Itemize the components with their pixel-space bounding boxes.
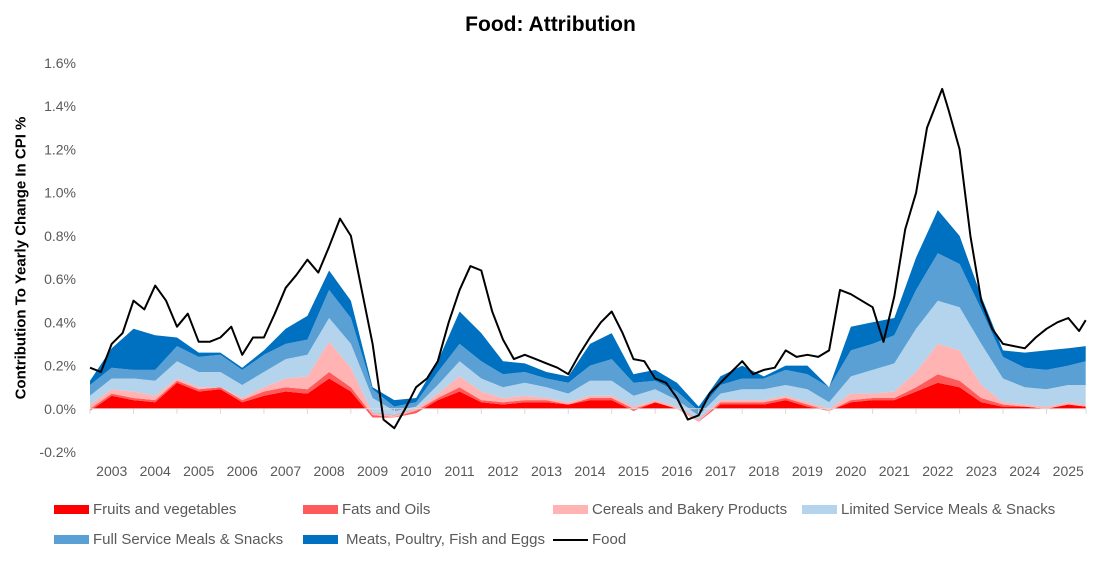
y-tick-label: 0.6% xyxy=(44,271,76,287)
area-series-2 xyxy=(90,341,1086,422)
area-series-3 xyxy=(90,300,1086,420)
legend-swatch xyxy=(553,505,588,514)
y-tick-label: 1.0% xyxy=(44,185,76,201)
y-tick-label: 0.8% xyxy=(44,228,76,244)
y-tick-label: 0.2% xyxy=(44,358,76,374)
x-tick-label: 2016 xyxy=(661,463,692,479)
y-tick-label: 1.2% xyxy=(44,141,76,157)
x-tick-label: 2006 xyxy=(227,463,258,479)
x-tick-label: 2014 xyxy=(574,463,605,479)
legend-label: Food xyxy=(592,531,627,548)
x-tick-label: 2025 xyxy=(1053,463,1084,479)
x-tick-label: 2022 xyxy=(922,463,953,479)
x-tick-label: 2021 xyxy=(879,463,910,479)
x-tick-label: 2015 xyxy=(618,463,649,479)
x-tick-label: 2018 xyxy=(748,463,779,479)
y-tick-label: 0.4% xyxy=(44,314,76,330)
area-series-4 xyxy=(90,253,1086,416)
legend-swatch xyxy=(303,535,338,544)
y-tick-label: 1.6% xyxy=(44,55,76,71)
area-series-0 xyxy=(90,378,1086,422)
legend-item-food: Food xyxy=(553,531,626,548)
legend-item-cereals-bakery: Cereals and Bakery Products xyxy=(553,501,787,518)
legend-label: Cereals and Bakery Products xyxy=(592,501,788,518)
x-tick-label: 2009 xyxy=(357,463,388,479)
food-line xyxy=(89,87,1087,430)
x-tick-label: 2019 xyxy=(792,463,823,479)
y-tick-label: 1.4% xyxy=(44,98,76,114)
x-tick-label: 2023 xyxy=(966,463,997,479)
legend-swatch xyxy=(303,505,338,514)
legend-line-swatch xyxy=(553,538,588,541)
x-tick-label: 2005 xyxy=(183,463,214,479)
legend-item-meats: Meats, Poultry, Fish and Eggs xyxy=(303,531,545,548)
legend-item-limited-service: Limited Service Meals & Snacks xyxy=(802,501,1055,518)
x-tick-label: 2011 xyxy=(445,463,475,479)
x-tick-label: 2004 xyxy=(140,463,171,479)
legend-swatch xyxy=(54,505,89,514)
legend-item-full-service: Full Service Meals & Snacks xyxy=(54,531,283,548)
x-tick-label: 2013 xyxy=(531,463,562,479)
x-tick-label: 2024 xyxy=(1009,463,1040,479)
legend-item-fruits-vegetables: Fruits and vegetables xyxy=(54,501,236,518)
legend-swatch xyxy=(54,535,89,544)
x-tick-label: 2020 xyxy=(835,463,866,479)
y-tick-label: -0.2% xyxy=(39,444,76,460)
x-tick-label: 2017 xyxy=(705,463,736,479)
x-tick-label: 2007 xyxy=(270,463,301,479)
legend-label: Fruits and vegetables xyxy=(93,501,237,518)
legend-label: Full Service Meals & Snacks xyxy=(93,531,284,548)
chart-title: Food: Attribution xyxy=(465,13,636,36)
x-tick-label: 2010 xyxy=(401,463,432,479)
legend-swatch xyxy=(802,505,837,514)
x-tick-label: 2008 xyxy=(314,463,345,479)
x-tick-label: 2003 xyxy=(96,463,127,479)
legend-label: Fats and Oils xyxy=(342,501,431,518)
y-tick-label: 0.0% xyxy=(44,401,76,417)
legend-label: Limited Service Meals & Snacks xyxy=(841,501,1056,518)
x-tick-label: 2012 xyxy=(487,463,518,479)
legend-label: Meats, Poultry, Fish and Eggs xyxy=(346,531,545,548)
legend-item-fats-oils: Fats and Oils xyxy=(303,501,430,518)
